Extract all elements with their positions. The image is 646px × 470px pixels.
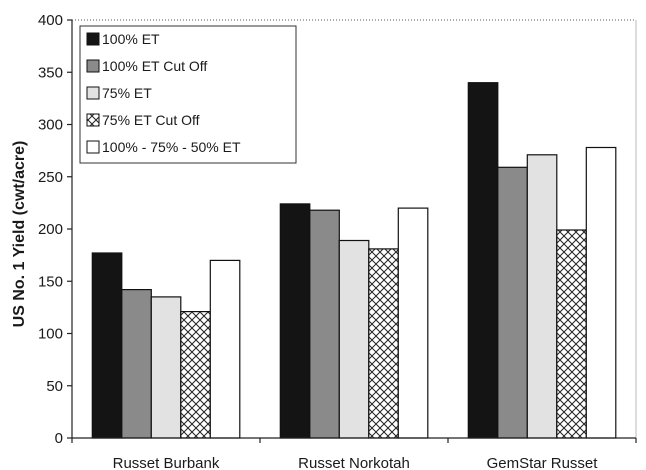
y-tick-label: 50 (46, 378, 63, 395)
bar-3-3 (526, 154, 558, 439)
bars (91, 82, 617, 439)
bar-1-2 (121, 289, 152, 439)
y-tick-label: 0 (55, 430, 63, 447)
axes: Russet Burbank Russet Norkotah GemStar Rus… (38, 12, 637, 470)
legend-label: 100% ET (102, 31, 160, 47)
x-tick-label: Russet Norkotah (298, 455, 410, 470)
y-tick-label: 400 (38, 12, 63, 29)
y-tick-label: 350 (38, 64, 63, 81)
bar-3-2 (497, 166, 528, 439)
y-tick-label: 300 (38, 117, 63, 134)
legend-box (79, 25, 297, 164)
y-tick-label: 250 (38, 169, 63, 186)
plot-area (72, 19, 637, 438)
bar-2-2 (309, 209, 340, 439)
bar-1-5 (209, 259, 241, 439)
bar-2-1 (279, 203, 311, 439)
bar-1-4 (180, 311, 211, 439)
x-tick-label: Russet Burbank (113, 455, 220, 470)
legend-label: 75% ET Cut Off (102, 112, 200, 128)
legend-swatch (86, 140, 100, 154)
legend-label: 100% ET Cut Off (102, 58, 207, 74)
bar-2-5 (397, 207, 429, 439)
bar-3-5 (585, 146, 617, 439)
y-tick-label: 150 (38, 273, 63, 290)
y-tick-label: 200 (38, 221, 63, 238)
bar-2-3 (338, 239, 370, 439)
legend-swatch (86, 113, 100, 127)
bar-1-3 (150, 296, 182, 439)
legend-swatch (86, 86, 100, 100)
legend-swatch (86, 59, 100, 73)
bar-2-4 (368, 248, 399, 439)
legend-swatch (86, 32, 100, 46)
legend-label: 75% ET (102, 85, 152, 101)
x-tick-label: GemStar Russet (487, 455, 599, 470)
legend: 100% ET 100% ET Cut Off 75% ET 75% ET Cut O… (79, 25, 297, 164)
y-axis-title: US No. 1 Yield (cwt/acre) (11, 141, 28, 328)
bar-3-1 (467, 82, 499, 439)
bar-1-1 (91, 252, 123, 439)
legend-label: 100% - 75% - 50% ET (102, 139, 241, 155)
bar-3-4 (556, 229, 587, 439)
y-tick-label: 100 (38, 326, 63, 343)
